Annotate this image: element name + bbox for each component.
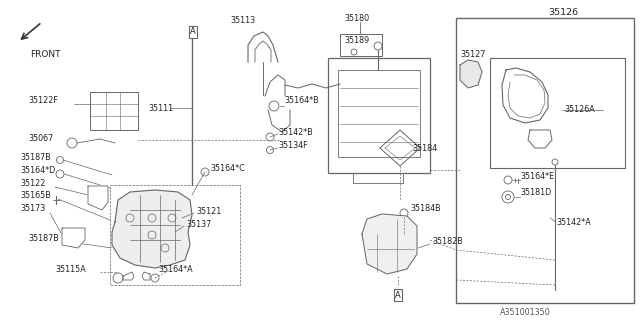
Text: 35137: 35137 <box>186 220 211 229</box>
Text: 35164*A: 35164*A <box>158 265 193 274</box>
Text: 35187B: 35187B <box>28 234 59 243</box>
Text: 35134F: 35134F <box>278 141 308 150</box>
Text: 35173: 35173 <box>20 204 45 213</box>
Bar <box>90 92 138 130</box>
Polygon shape <box>460 60 482 88</box>
Text: 35067: 35067 <box>28 134 53 143</box>
Circle shape <box>506 195 511 199</box>
Text: 35126: 35126 <box>548 8 578 17</box>
Polygon shape <box>112 190 192 268</box>
Bar <box>340 34 382 56</box>
Text: 35181D: 35181D <box>520 188 551 197</box>
Text: 35164*C: 35164*C <box>210 164 244 173</box>
Text: 35165B: 35165B <box>20 191 51 200</box>
Text: 35182B: 35182B <box>432 237 463 246</box>
Text: A351001350: A351001350 <box>500 308 551 317</box>
Bar <box>490 58 625 168</box>
Circle shape <box>552 159 558 165</box>
Text: FRONT: FRONT <box>30 50 61 59</box>
Text: 35180: 35180 <box>344 14 369 23</box>
Text: 35113: 35113 <box>230 16 255 25</box>
Text: 35122F: 35122F <box>28 96 58 105</box>
Text: 35189: 35189 <box>344 36 369 45</box>
Text: 35164*D: 35164*D <box>20 166 55 175</box>
Polygon shape <box>502 68 548 123</box>
Bar <box>456 18 634 303</box>
Text: 35142*B: 35142*B <box>278 128 313 137</box>
Text: 35115A: 35115A <box>55 265 86 274</box>
Text: 35184: 35184 <box>412 144 437 153</box>
Text: 35164*E: 35164*E <box>520 172 554 181</box>
Text: 35127: 35127 <box>460 50 485 59</box>
Bar <box>328 58 430 173</box>
Text: 35122: 35122 <box>20 179 45 188</box>
Text: A: A <box>190 28 196 36</box>
Text: 35184B: 35184B <box>410 204 440 213</box>
Text: 35142*A: 35142*A <box>556 218 591 227</box>
Polygon shape <box>88 186 108 210</box>
Text: A: A <box>395 291 401 300</box>
Text: 35187B: 35187B <box>20 153 51 162</box>
Text: 35126A: 35126A <box>564 105 595 114</box>
Text: 35121: 35121 <box>196 207 221 216</box>
Polygon shape <box>362 214 417 274</box>
Polygon shape <box>62 228 85 248</box>
Bar <box>110 185 240 285</box>
Text: 35111: 35111 <box>148 104 173 113</box>
Text: 35164*B: 35164*B <box>284 96 319 105</box>
Bar <box>338 70 420 157</box>
